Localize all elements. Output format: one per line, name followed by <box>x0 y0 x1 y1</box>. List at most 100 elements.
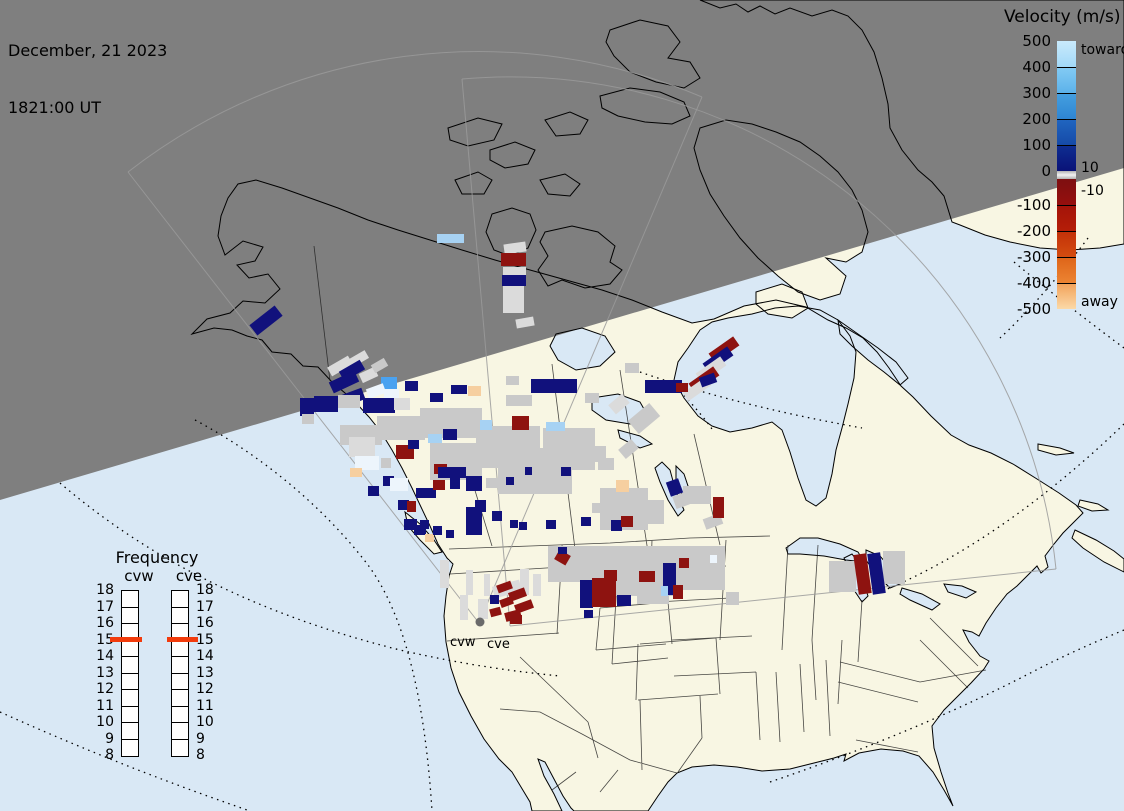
velocity-cell <box>710 555 717 563</box>
velocity-cell <box>604 570 617 581</box>
velocity-cell <box>492 511 502 521</box>
cve-fov-left-edge <box>461 78 511 627</box>
velocity-cell <box>437 234 464 243</box>
cvw-fov-range-arc <box>127 51 703 173</box>
velocity-cell <box>420 520 429 529</box>
velocity-cell <box>408 440 419 449</box>
velocity-cell <box>639 571 655 582</box>
velocity-cell <box>676 383 688 392</box>
velocity-cell <box>533 574 541 596</box>
velocity-cell <box>665 478 684 497</box>
velocity-cell <box>404 519 417 530</box>
velocity-cell <box>430 393 443 402</box>
velocity-cell <box>450 477 460 489</box>
velocity-cell <box>478 599 488 619</box>
velocity-cell <box>501 253 526 266</box>
velocity-cell <box>416 488 436 498</box>
velocity-cell <box>503 286 524 313</box>
radar-east-label: cve <box>487 637 510 652</box>
velocity-cell <box>451 385 467 394</box>
radar-site: cvw cve <box>450 617 510 652</box>
velocity-cell <box>548 546 612 582</box>
velocity-cell <box>608 393 630 415</box>
velocity-cell <box>414 525 426 535</box>
velocity-cell <box>428 434 442 443</box>
velocity-cell <box>358 366 379 384</box>
velocity-cell <box>394 398 410 410</box>
velocity-cell <box>683 486 711 504</box>
velocity-cell <box>490 595 499 604</box>
velocity-cell <box>466 476 482 491</box>
velocity-cell <box>519 522 527 530</box>
velocity-data-cells <box>249 234 905 624</box>
velocity-cell <box>383 476 394 486</box>
velocity-cell <box>302 414 314 424</box>
velocity-cell <box>503 241 527 255</box>
velocity-cell <box>355 456 379 470</box>
velocity-cell <box>440 560 449 588</box>
radar-fov-fans <box>127 51 1057 627</box>
velocity-cell <box>433 480 445 490</box>
velocity-cell <box>328 370 360 394</box>
velocity-cell <box>561 467 571 476</box>
velocity-cell <box>853 553 872 595</box>
velocity-cell <box>425 534 434 542</box>
velocity-cell <box>618 438 639 460</box>
velocity-cell <box>546 422 565 431</box>
velocity-cell <box>466 507 482 535</box>
velocity-cell <box>726 592 739 605</box>
velocity-cell <box>446 530 454 538</box>
velocity-cell <box>627 402 661 435</box>
velocity-cell <box>484 574 490 596</box>
velocity-cell <box>407 501 416 512</box>
velocity-cell <box>496 580 513 594</box>
velocity-cell <box>384 389 399 399</box>
velocity-cell <box>468 386 481 396</box>
velocity-cell <box>249 305 283 336</box>
velocity-cell <box>506 376 519 385</box>
radar-site-dot <box>475 617 485 627</box>
velocity-cell <box>616 480 629 492</box>
velocity-cell <box>503 267 526 275</box>
velocity-cell <box>883 551 905 584</box>
velocity-cell <box>365 383 387 399</box>
velocity-cell <box>377 416 425 440</box>
velocity-cell <box>512 416 529 430</box>
velocity-cell <box>867 552 886 595</box>
velocity-cell <box>679 558 689 568</box>
velocity-cell <box>506 395 532 406</box>
velocity-cell <box>510 615 522 624</box>
cvw-fov-left-edge <box>127 171 480 624</box>
velocity-cell <box>499 596 514 608</box>
velocity-cell <box>327 355 353 377</box>
velocity-cell <box>381 377 397 389</box>
velocity-cell <box>584 610 593 618</box>
velocity-cell <box>300 398 314 416</box>
velocity-cell <box>381 458 391 468</box>
velocity-cell <box>546 520 556 529</box>
velocity-cell <box>433 526 442 535</box>
velocity-cell <box>648 500 664 524</box>
velocity-cell <box>668 546 725 590</box>
velocity-cell <box>460 595 468 620</box>
velocity-cell <box>581 517 591 526</box>
velocity-cell <box>507 587 528 602</box>
night-terminator-region <box>0 0 1124 500</box>
velocity-cell <box>673 585 683 599</box>
velocity-cell <box>489 606 502 618</box>
velocity-cell <box>661 586 668 596</box>
velocity-cell <box>390 478 408 491</box>
radar-west-label: cvw <box>450 635 476 650</box>
velocity-cell <box>585 393 599 403</box>
velocity-cell <box>348 350 370 367</box>
velocity-cell <box>502 275 526 286</box>
velocity-cell <box>405 381 418 391</box>
velocity-cell <box>617 595 631 606</box>
cve-fov-range-arc <box>461 76 1057 570</box>
cve-fov-right-edge <box>509 568 1057 627</box>
velocity-cell <box>350 468 362 477</box>
velocity-cell <box>580 580 593 608</box>
velocity-cell <box>611 520 622 531</box>
velocity-cell <box>363 398 395 413</box>
